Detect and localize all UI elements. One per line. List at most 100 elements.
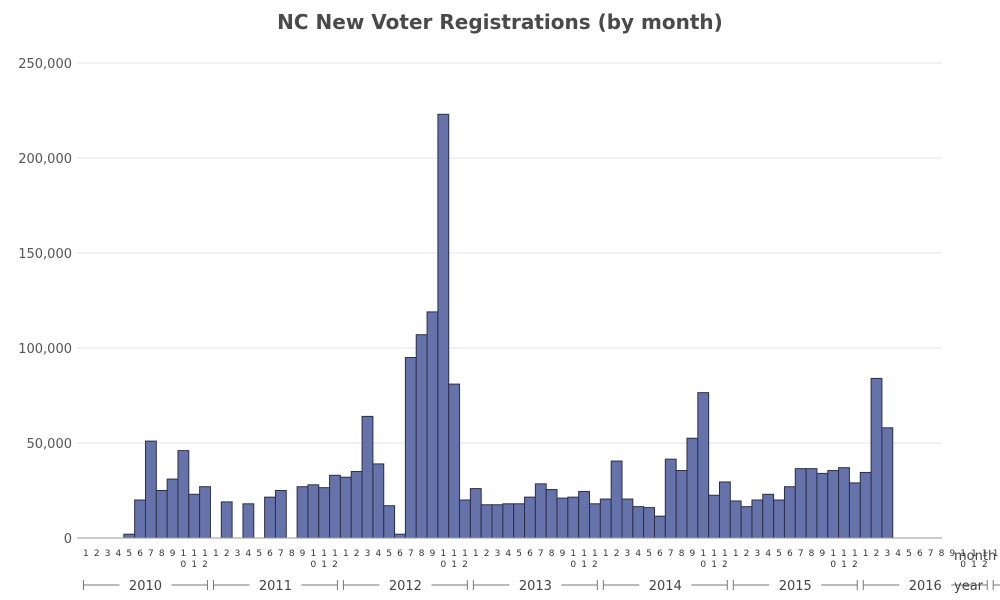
month-tick-49: 2 xyxy=(614,549,620,559)
y-axis-ticks: 0 50,000 100,000 150,000 200,000 250,000 xyxy=(18,57,72,547)
month-tick-52: 5 xyxy=(646,549,652,559)
bar-2016-3 xyxy=(881,427,894,539)
month-tick-24: 1 xyxy=(343,549,349,559)
bar-2016-2 xyxy=(870,377,883,539)
x-axis-label: month xyxy=(954,549,996,564)
year-axis-label: year xyxy=(954,579,984,594)
bar-2010-7 xyxy=(144,440,157,539)
month-tick-3: 4 xyxy=(116,549,122,559)
month-tick-62: 3 xyxy=(755,549,761,559)
month-tick-18: 7 xyxy=(278,549,284,559)
month-tick-8: 9 xyxy=(170,549,176,559)
month-tick-72: 1 xyxy=(863,549,869,559)
month-tick-56: 9 xyxy=(690,549,696,559)
bar-2015-6 xyxy=(783,486,796,539)
month-tick-39: 4 xyxy=(505,549,511,559)
bar-2011-10 xyxy=(307,484,320,539)
bar-2011-7 xyxy=(274,490,287,539)
year-label-2015: 2015 xyxy=(779,579,812,594)
bar-2014-1 xyxy=(599,498,612,539)
bar-2013-5 xyxy=(513,503,526,539)
bar-2015-7 xyxy=(794,468,807,539)
bar-2012-3 xyxy=(361,415,374,539)
bar-2013-4 xyxy=(502,503,515,539)
bar-2013-2 xyxy=(480,504,493,539)
month-tick-28: 5 xyxy=(386,549,392,559)
year-tick-labels: 20102011201220132014201520162017 xyxy=(83,579,1000,594)
month-tick-17: 6 xyxy=(267,549,273,559)
bar-2014-12 xyxy=(718,481,731,539)
month-tick-75: 4 xyxy=(895,549,901,559)
month-tick-40: 5 xyxy=(516,549,522,559)
month-tick-68: 9 xyxy=(819,549,825,559)
bar-2014-5 xyxy=(643,507,655,539)
y-tick-label-4: 200,000 xyxy=(18,152,72,167)
month-tick-64: 5 xyxy=(776,549,782,559)
bar-2012-9 xyxy=(426,311,439,539)
month-tick-73: 2 xyxy=(874,549,880,559)
bar-2013-9 xyxy=(556,497,569,539)
bar-2010-6 xyxy=(134,499,146,539)
month-tick-16: 5 xyxy=(256,549,262,559)
month-tick-13: 2 xyxy=(224,549,230,559)
bar-2013-6 xyxy=(524,496,536,539)
month-tick-80: 9 xyxy=(949,549,955,559)
bar-2013-12 xyxy=(589,503,601,539)
bar-2010-5 xyxy=(123,533,136,539)
bar-2012-2 xyxy=(350,471,363,539)
month-tick-labels: 1 2 3 4 5 6 7 8 9 1 01 11 21 2 3 4 5 6 7 8 9 1 01 11 21 2 3 4 5 6 7 8 9 1… xyxy=(83,549,999,570)
y-tick-label-0: 0 xyxy=(64,532,72,547)
chart-title: NC New Voter Registrations (by month) xyxy=(277,10,723,34)
year-label-2011: 2011 xyxy=(259,579,292,594)
bar-2014-8 xyxy=(675,470,688,539)
bar-2014-10 xyxy=(697,392,710,539)
gridlines xyxy=(77,62,942,444)
month-tick-84: 1 xyxy=(993,549,999,559)
month-tick-67: 8 xyxy=(809,549,815,559)
bar-2014-4 xyxy=(632,506,645,539)
month-tick-32: 9 xyxy=(430,549,436,559)
bar-2014-3 xyxy=(621,498,634,539)
bar-2010-12 xyxy=(199,486,211,539)
bar-2014-11 xyxy=(708,494,720,539)
year-label-2016: 2016 xyxy=(909,579,942,594)
bar-2014-9 xyxy=(686,437,699,539)
bar-2015-9 xyxy=(816,472,829,539)
month-tick-2: 3 xyxy=(105,549,111,559)
bar-2013-7 xyxy=(534,483,547,539)
y-tick-label-3: 150,000 xyxy=(18,247,72,262)
y-tick-label-2: 100,000 xyxy=(18,342,72,357)
bar-2012-1 xyxy=(339,476,352,539)
bar-2015-10 xyxy=(827,470,840,539)
month-tick-27: 4 xyxy=(375,549,381,559)
bar-2010-11 xyxy=(188,493,201,539)
bar-2012-5 xyxy=(383,505,396,539)
bar-2015-11 xyxy=(838,467,850,539)
bar-2015-4 xyxy=(762,493,775,539)
bar-2016-1 xyxy=(859,471,872,539)
bar-2012-11 xyxy=(448,383,461,539)
bar-2012-7 xyxy=(404,357,417,539)
month-tick-77: 6 xyxy=(917,549,923,559)
bar-2013-10 xyxy=(567,496,580,539)
month-tick-5: 6 xyxy=(137,549,143,559)
month-tick-54: 7 xyxy=(668,549,674,559)
month-tick-79: 8 xyxy=(939,549,945,559)
month-tick-31: 8 xyxy=(419,549,425,559)
bar-2012-8 xyxy=(415,334,428,539)
bar-2015-3 xyxy=(751,499,764,539)
bar-2012-10 xyxy=(437,113,450,539)
